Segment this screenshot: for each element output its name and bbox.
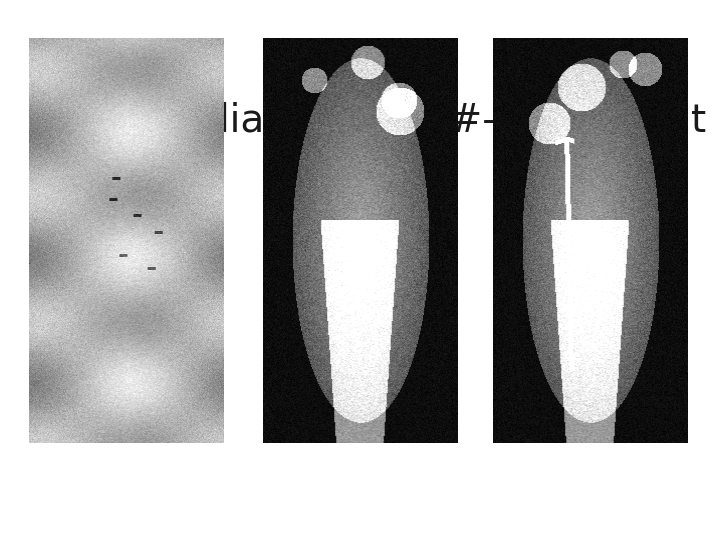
Text: Distal Radial Physeal #- Treatment: Distal Radial Physeal #- Treatment xyxy=(32,102,706,140)
Text: Types: Types xyxy=(308,140,430,178)
Text: II: II xyxy=(408,140,436,178)
